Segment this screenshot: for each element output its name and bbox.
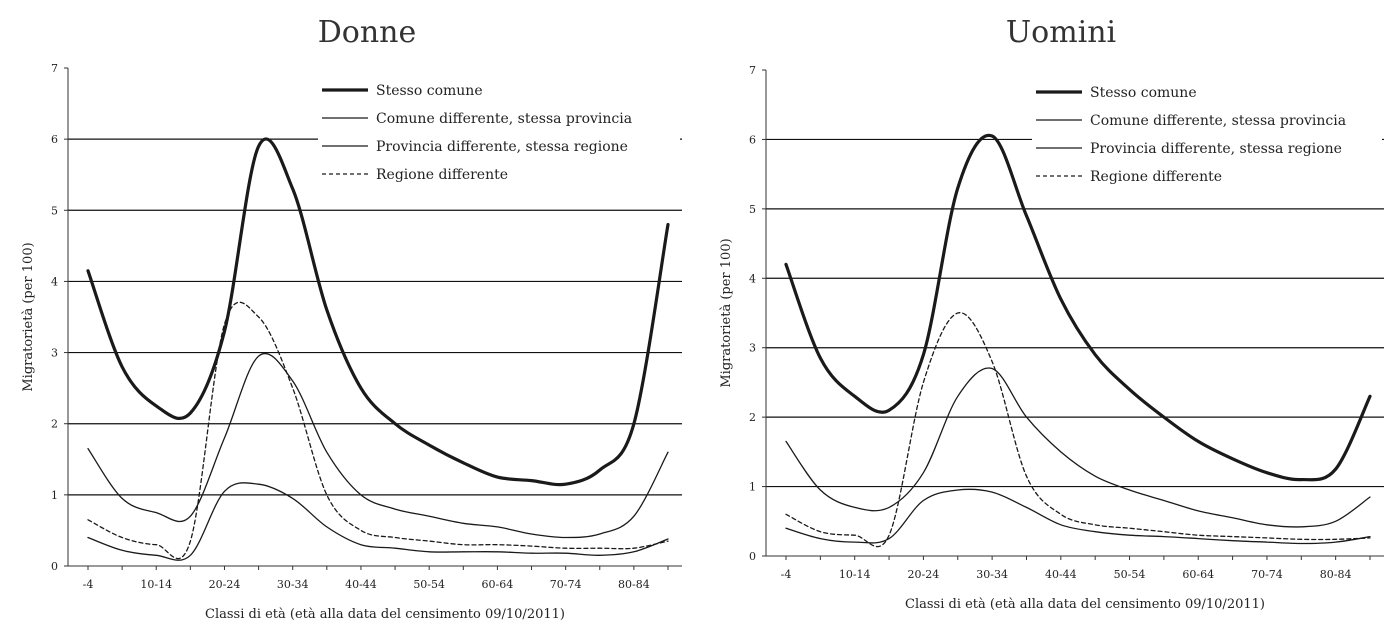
y-tick-label: 0 [749,550,756,563]
x-tick-label: 10-14 [140,578,172,591]
series-line-4 [87,301,669,560]
legend-label: Provincia differente, stessa regione [1090,141,1342,157]
x-axis-label: Classi di età (età alla data del censime… [905,597,1265,612]
y-tick-label: 3 [749,342,756,355]
y-tick-label: 1 [51,489,58,502]
x-tick-label: 60-64 [1182,568,1214,581]
x-tick-label: 50-54 [1114,568,1146,581]
x-tick-label: 20-24 [908,568,940,581]
legend-label: Stesso comune [376,83,483,99]
y-tick-label: 7 [749,64,756,77]
legend-label: Comune differente, stessa provincia [1090,113,1346,129]
x-tick-label: 40-44 [1045,568,1077,581]
y-tick-label: 1 [749,481,756,494]
series-line-4 [785,312,1371,548]
y-tick-label: 4 [749,272,756,285]
legend-label: Regione differente [376,167,508,183]
y-tick-label: 2 [51,418,58,431]
y-axis-label: Migratorietà (per 100) [21,242,36,391]
x-tick-label: 80-84 [1320,568,1352,581]
x-tick-label: 50-54 [413,578,445,591]
x-tick-label: 40-44 [345,578,377,591]
y-tick-label: 7 [51,62,58,75]
x-tick-label: 20-24 [209,578,241,591]
series-line-2 [87,353,669,539]
x-tick-label: 30-34 [277,578,309,591]
y-tick-label: 6 [51,133,58,146]
chart-panel-donne: Donne 0 1 2 3 4 5 6 7 -4 10-14 20-24 30-34 40-44 50-54… [21,15,682,622]
series-line-1 [784,133,1372,482]
x-tick-label: -4 [781,568,792,581]
y-axis-label: Migratorietà (per 100) [719,238,734,387]
chart-svg-uomini: Uomini 0 1 2 3 4 5 6 7 -4 10-14 20-24 30-34 40-44 50-5… [719,15,1384,612]
legend-label: Regione differente [1090,169,1222,185]
y-tick-label: 5 [51,204,58,217]
y-tick-label: 3 [51,347,58,360]
x-tick-label: 30-34 [976,568,1008,581]
y-tick-label: 6 [749,133,756,146]
x-tick-label: 80-84 [618,578,650,591]
legend-label: Stesso comune [1090,85,1197,101]
series-line-3 [87,482,669,561]
x-tick-label: 10-14 [839,568,871,581]
x-tick-label: 70-74 [550,578,582,591]
legend-label: Comune differente, stessa provincia [376,111,632,127]
series-line-1 [86,137,670,487]
x-tick-label: -4 [83,578,94,591]
series-line-3 [785,488,1371,545]
legend-label: Provincia differente, stessa regione [376,139,628,155]
x-axis-label: Classi di età (età alla data del censime… [205,607,565,622]
x-tick-label: 70-74 [1251,568,1283,581]
chart-title: Donne [318,15,417,50]
y-tick-label: 5 [749,203,756,216]
y-tick-label: 0 [51,560,58,573]
y-tick-label: 2 [749,411,756,424]
y-tick-label: 4 [51,275,58,288]
chart-svg-donne: Donne 0 1 2 3 4 5 6 7 -4 10-14 20-24 30-34 40-44 50-54… [21,15,682,622]
chart-panel-uomini: Uomini 0 1 2 3 4 5 6 7 -4 10-14 20-24 30-34 40-44 50-5… [694,0,1388,627]
legend-background [1032,76,1382,192]
series-line-2 [785,367,1371,528]
x-tick-label: 60-64 [482,578,514,591]
chart-title: Uomini [1006,15,1116,50]
legend-background [318,74,680,190]
